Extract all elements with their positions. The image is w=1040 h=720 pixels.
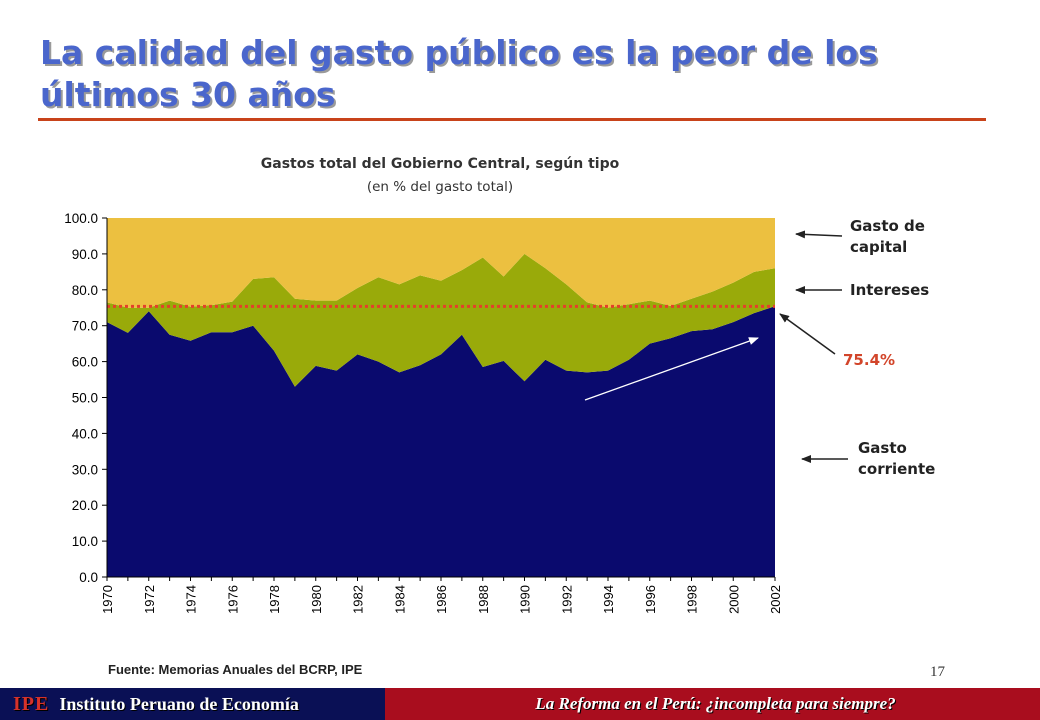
x-tick-label: 1996: [643, 585, 658, 614]
x-tick-label: 2002: [768, 585, 783, 614]
y-tick-label: 40.0: [72, 426, 98, 441]
trend-arrow: [584, 337, 759, 401]
y-tick-label: 10.0: [72, 534, 98, 549]
plot-area: [107, 218, 775, 577]
x-tick-label: 1974: [184, 585, 199, 614]
chart-subtitle: (en % del gasto total): [366, 179, 514, 195]
corriente-label-line1: Gasto: [858, 439, 907, 457]
footer-bar: IPE Instituto Peruano de Economía La Ref…: [0, 688, 1040, 720]
x-tick-label: 1998: [685, 585, 700, 614]
x-tick-label: 1988: [476, 585, 491, 614]
source-note: Fuente: Memorias Anuales del BCRP, IPE: [108, 662, 363, 677]
footer-institute: IPE Instituto Peruano de Economía: [0, 688, 385, 720]
chart-title: Gastos total del Gobierno Central, según…: [260, 156, 620, 172]
tagline-text: La Reforma en el Perú: ¿incompleta para …: [535, 694, 896, 713]
x-tick-label: 1970: [100, 585, 115, 614]
stacked-area-chart: 0.0 10.0 20.0 30.0 40.0 50.0 60.0 70.0 80.0 90.0 1…: [64, 211, 848, 614]
capital-label-line1: Gasto de: [850, 217, 925, 235]
x-tick-label: 1990: [518, 585, 533, 614]
x-tick-label: 1992: [559, 585, 574, 614]
y-tick-label: 100.0: [64, 211, 98, 226]
y-tick-label: 20.0: [72, 498, 98, 513]
title-underline: [38, 118, 986, 121]
x-tick-label: 1986: [434, 585, 449, 614]
y-tick-label: 60.0: [72, 355, 98, 370]
y-tick-label: 70.0: [72, 319, 98, 334]
x-tick-label: 2000: [726, 585, 741, 614]
ipe-logo: IPE: [13, 692, 50, 715]
x-tick-label: 1982: [351, 585, 366, 614]
y-tick-label: 80.0: [72, 283, 98, 298]
area-intereses: [107, 253, 775, 387]
area-gasto-corriente: [107, 306, 775, 577]
capital-label-line2: capital: [850, 238, 908, 256]
x-tick-label: 1978: [267, 585, 282, 614]
capital-label: Gasto de capital: [850, 216, 925, 258]
slide-title: La calidad del gasto público es la peor …: [40, 33, 878, 114]
highlight-value: 75.4%: [843, 351, 896, 369]
x-tick-label: 1984: [392, 585, 407, 614]
y-tick-label: 30.0: [72, 462, 98, 477]
capital-arrow: [795, 230, 843, 239]
footer-tagline: La Reforma en el Perú: ¿incompleta para …: [385, 688, 1040, 720]
institute-name: Instituto Peruano de Economía: [59, 693, 299, 714]
y-tick-label: 0.0: [79, 570, 98, 585]
intereses-label: Intereses: [850, 281, 930, 299]
x-tick-label: 1980: [309, 585, 324, 614]
y-tick-label: 90.0: [72, 247, 98, 262]
area-gasto-capital: [107, 218, 775, 308]
x-tick-label: 1994: [601, 585, 616, 614]
corriente-label-line2: corriente: [858, 460, 936, 478]
axes: 0.0 10.0 20.0 30.0 40.0 50.0 60.0 70.0 80.0 90.0 1…: [64, 211, 783, 614]
corriente-label: Gasto corriente: [858, 438, 935, 480]
page-number: 17: [930, 664, 945, 680]
x-tick-label: 1976: [225, 585, 240, 614]
y-tick-label: 50.0: [72, 391, 98, 406]
highlight-pointer-arrow: [779, 313, 836, 355]
x-tick-label: 1972: [142, 585, 157, 614]
